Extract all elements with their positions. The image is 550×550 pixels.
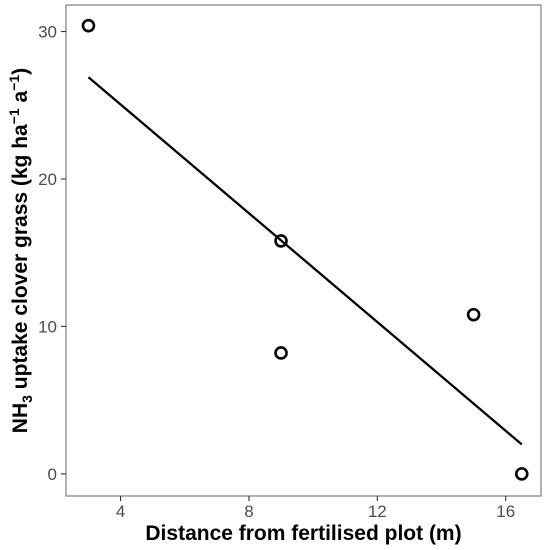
x-tick-label: 12 [368, 502, 387, 521]
data-point [274, 234, 288, 248]
y-title-prefix: NH [9, 403, 32, 433]
data-point [466, 307, 481, 322]
y-title-superscript-1: −1 [6, 108, 22, 124]
y-title-superscript-2: −1 [6, 75, 22, 91]
x-axis: 4 8 12 16 [116, 496, 515, 521]
y-tick-label: 10 [38, 317, 57, 336]
y-title-middle: uptake clover grass (kg ha [9, 124, 32, 395]
y-title-subscript: 3 [19, 395, 35, 403]
data-point [274, 346, 288, 360]
y-title-suffix: ) [9, 68, 32, 75]
plot-panel [65, 4, 542, 497]
y-axis: 0 10 20 30 [38, 23, 66, 484]
trend-line [87, 76, 523, 446]
y-tick-label: 20 [38, 170, 57, 189]
x-tick-label: 4 [116, 502, 125, 521]
data-points [81, 18, 529, 481]
x-tick-label: 8 [244, 502, 253, 521]
y-axis-title: NH3 uptake clover grass (kg ha−1 a−1) [6, 68, 35, 433]
y-tick-label: 0 [48, 465, 57, 484]
data-point [81, 18, 96, 33]
x-tick-label: 16 [496, 502, 515, 521]
y-tick-label: 30 [38, 23, 57, 42]
x-axis-title: Distance from fertilised plot (m) [145, 522, 461, 545]
y-title-middle-2: a [9, 90, 32, 108]
data-point [514, 467, 529, 481]
